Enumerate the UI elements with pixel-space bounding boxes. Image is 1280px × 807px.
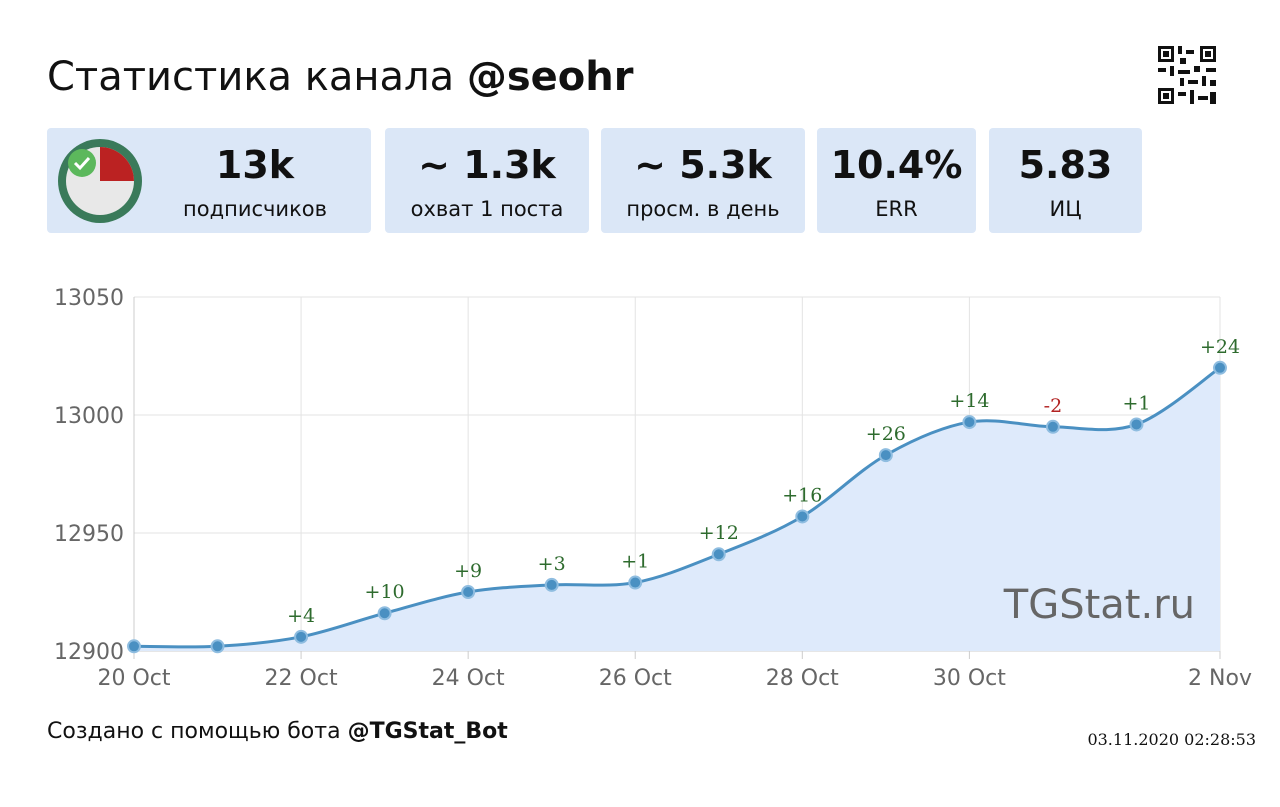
change-label: +4 bbox=[287, 605, 315, 627]
point bbox=[1213, 360, 1227, 375]
stat-value: 5.83 bbox=[1019, 143, 1113, 187]
stat-value: ~ 5.3k bbox=[634, 143, 772, 187]
stat-label: ИЦ bbox=[1049, 197, 1081, 221]
stat-card bbox=[817, 128, 976, 233]
point bbox=[544, 577, 559, 592]
y-tick-label: 12900 bbox=[54, 640, 124, 665]
bot-name: @TGStat_Bot bbox=[348, 719, 509, 744]
stat-label: ERR bbox=[875, 197, 917, 221]
stat-value: 10.4% bbox=[831, 143, 963, 187]
created-by: Создано с помощью бота bbox=[47, 719, 341, 744]
point bbox=[127, 639, 141, 654]
stat-value: 13k bbox=[216, 143, 295, 187]
point bbox=[377, 606, 392, 621]
page-title: Статистика канала @seohr bbox=[47, 54, 634, 100]
title-text: Статистика канала bbox=[47, 54, 454, 100]
qr-code bbox=[1158, 46, 1216, 104]
change-label: +16 bbox=[782, 484, 822, 506]
change-label: +26 bbox=[866, 423, 906, 445]
point bbox=[1129, 417, 1144, 432]
change-label: +1 bbox=[621, 551, 649, 573]
watermark: TGStat.ru bbox=[1003, 582, 1195, 628]
stat-card bbox=[989, 128, 1142, 233]
stat-value: ~ 1.3k bbox=[418, 143, 556, 187]
x-tick-label: 24 Oct bbox=[432, 666, 505, 691]
avatar bbox=[58, 139, 142, 223]
x-tick-label: 26 Oct bbox=[599, 666, 672, 691]
area-fill bbox=[134, 367, 1220, 651]
change-label: +12 bbox=[699, 522, 739, 544]
point bbox=[461, 585, 476, 599]
change-label: +9 bbox=[454, 560, 482, 582]
stat-label: подписчиков bbox=[183, 197, 327, 221]
stat-label: просм. в день bbox=[626, 197, 779, 221]
point bbox=[795, 509, 810, 524]
stat-label: охват 1 поста bbox=[411, 197, 564, 221]
point bbox=[962, 415, 977, 430]
change-label: +1 bbox=[1122, 392, 1150, 414]
x-tick-label: 20 Oct bbox=[97, 666, 170, 691]
change-label: +24 bbox=[1200, 336, 1240, 358]
y-tick-label: 13050 bbox=[54, 286, 124, 311]
change-label: -2 bbox=[1044, 395, 1063, 417]
x-tick-label: 22 Oct bbox=[265, 666, 338, 691]
point bbox=[628, 575, 643, 590]
change-label: +3 bbox=[538, 553, 566, 575]
y-tick-label: 12950 bbox=[54, 522, 124, 547]
change-label: +14 bbox=[949, 390, 989, 412]
x-tick-label: 2 Nov bbox=[1188, 666, 1252, 691]
y-tick-label: 13000 bbox=[54, 404, 124, 429]
point bbox=[210, 639, 225, 654]
stat-card bbox=[385, 128, 589, 233]
timestamp: 03.11.2020 02:28:53 bbox=[1087, 730, 1256, 749]
footer-credit: Создано с помощью бота @TGStat_Bot bbox=[47, 719, 508, 744]
x-tick-label: 30 Oct bbox=[933, 666, 1006, 691]
point bbox=[711, 547, 726, 562]
stat-card bbox=[601, 128, 805, 233]
point bbox=[878, 448, 893, 463]
change-label: +10 bbox=[365, 581, 405, 603]
point bbox=[1045, 419, 1060, 434]
channel-name: @seohr bbox=[467, 54, 634, 100]
point bbox=[294, 629, 309, 644]
x-tick-label: 28 Oct bbox=[766, 666, 839, 691]
